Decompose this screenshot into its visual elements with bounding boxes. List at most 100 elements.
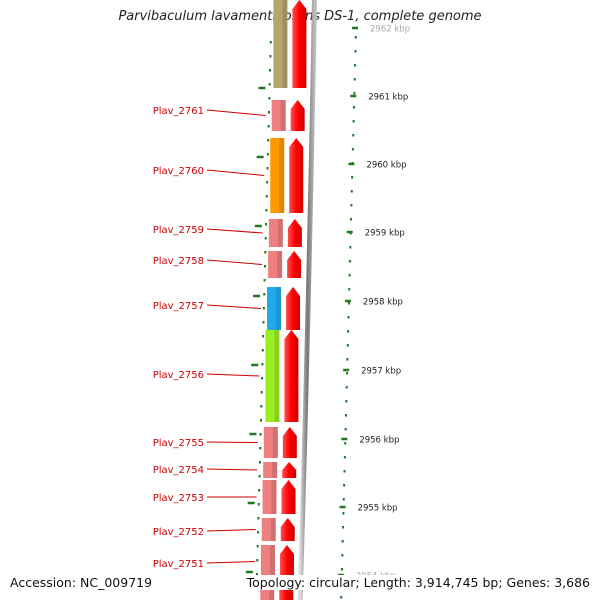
inner-tick xyxy=(261,349,264,352)
minor-tick xyxy=(345,386,348,389)
leader-line xyxy=(206,169,265,176)
cds-arrow[interactable] xyxy=(287,251,302,278)
inner-tick xyxy=(267,139,270,142)
minor-tick xyxy=(352,134,355,137)
category-block-shade xyxy=(276,287,282,330)
inner-tick xyxy=(268,83,271,86)
leader-line xyxy=(206,373,260,377)
minor-tick xyxy=(343,470,346,473)
tick-label: 2960 kbp xyxy=(366,161,406,171)
gene-label[interactable]: Plav_2752 xyxy=(153,527,204,538)
category-block[interactable] xyxy=(260,545,275,578)
gene-label[interactable]: Plav_2757 xyxy=(153,301,204,312)
inner-tick xyxy=(266,153,269,156)
minor-tick xyxy=(344,442,347,445)
category-block[interactable] xyxy=(268,219,283,247)
inner-tick xyxy=(267,111,270,114)
inner-tick xyxy=(257,503,260,506)
cds-arrow[interactable] xyxy=(286,287,301,330)
cds-track xyxy=(279,0,307,600)
cds-arrow[interactable] xyxy=(290,100,305,131)
category-block[interactable] xyxy=(273,0,288,88)
inner-tick xyxy=(268,97,271,100)
category-block[interactable] xyxy=(268,251,283,278)
leader-line xyxy=(206,441,258,443)
inner-tick xyxy=(259,433,262,436)
category-block[interactable] xyxy=(265,330,280,422)
inner-tick xyxy=(260,391,263,394)
inner-tick xyxy=(265,223,268,226)
cds-arrow[interactable] xyxy=(289,138,304,213)
minor-tick xyxy=(340,596,343,599)
inner-tick xyxy=(259,419,262,422)
category-block-shade xyxy=(271,480,277,514)
inner-tick xyxy=(261,363,264,366)
minor-tick xyxy=(354,36,357,39)
minor-tick xyxy=(348,274,351,277)
category-block-shade xyxy=(280,100,286,131)
minor-tick xyxy=(351,176,354,179)
minor-tick xyxy=(342,526,345,529)
leader-line xyxy=(206,304,262,309)
cds-arrow[interactable] xyxy=(282,462,297,478)
minor-tick xyxy=(351,148,354,151)
cds-arrow[interactable] xyxy=(279,545,294,578)
inner-tick xyxy=(269,41,272,44)
minor-tick xyxy=(348,260,351,263)
gene-label[interactable]: Plav_2753 xyxy=(153,493,204,504)
inner-tick xyxy=(259,447,262,450)
category-block[interactable] xyxy=(263,462,278,478)
cds-arrow[interactable] xyxy=(287,219,302,247)
minor-tick xyxy=(343,456,346,459)
minor-tick xyxy=(353,78,356,81)
minor-tick xyxy=(342,512,345,515)
inner-tick xyxy=(256,559,259,562)
minor-tick xyxy=(352,106,355,109)
inner-tick xyxy=(266,167,269,170)
tick-label: 2959 kbp xyxy=(365,229,405,239)
inner-tick xyxy=(264,251,267,254)
category-block[interactable] xyxy=(261,518,276,541)
category-block[interactable] xyxy=(270,138,285,213)
gene-label[interactable]: Plav_2761 xyxy=(153,106,204,117)
gene-label[interactable]: Plav_2754 xyxy=(153,465,204,476)
gene-label[interactable]: Plav_2759 xyxy=(153,225,204,236)
tick-label: 2958 kbp xyxy=(363,298,403,308)
minor-tick xyxy=(348,288,351,291)
inner-tick xyxy=(255,573,258,576)
cds-arrow[interactable] xyxy=(282,427,297,458)
inner-tick xyxy=(265,195,268,198)
inner-tick xyxy=(269,69,272,72)
minor-tick xyxy=(341,554,344,557)
inner-tick xyxy=(263,279,266,282)
category-block-shade xyxy=(272,427,278,458)
minor-tick xyxy=(345,400,348,403)
inner-tick xyxy=(258,461,261,464)
cds-arrow[interactable] xyxy=(280,518,295,541)
category-block[interactable] xyxy=(262,480,277,514)
gene-label[interactable]: Plav_2756 xyxy=(153,370,204,381)
gene-label[interactable]: Plav_2751 xyxy=(153,559,204,570)
minor-tick xyxy=(353,92,356,95)
category-block[interactable] xyxy=(267,287,282,330)
category-block[interactable] xyxy=(271,100,286,131)
minor-tick xyxy=(351,162,354,165)
gene-label[interactable]: Plav_2755 xyxy=(153,438,204,449)
category-block-shade xyxy=(272,462,278,478)
gene-label[interactable]: Plav_2758 xyxy=(153,256,204,267)
cds-arrow[interactable] xyxy=(292,0,307,88)
minor-tick xyxy=(346,344,349,347)
leader-line xyxy=(206,468,258,471)
inner-tick xyxy=(262,335,265,338)
cds-arrow[interactable] xyxy=(281,480,296,514)
cds-arrow[interactable] xyxy=(284,330,299,422)
inner-tick xyxy=(256,545,259,548)
gene-label[interactable]: Plav_2760 xyxy=(153,166,204,177)
tick-label: 2956 kbp xyxy=(359,436,399,446)
leader-line xyxy=(206,561,255,564)
tick-label: 2957 kbp xyxy=(361,367,401,377)
category-block-shade xyxy=(277,219,283,247)
tick-label: 2955 kbp xyxy=(358,504,398,514)
category-block[interactable] xyxy=(263,427,278,458)
